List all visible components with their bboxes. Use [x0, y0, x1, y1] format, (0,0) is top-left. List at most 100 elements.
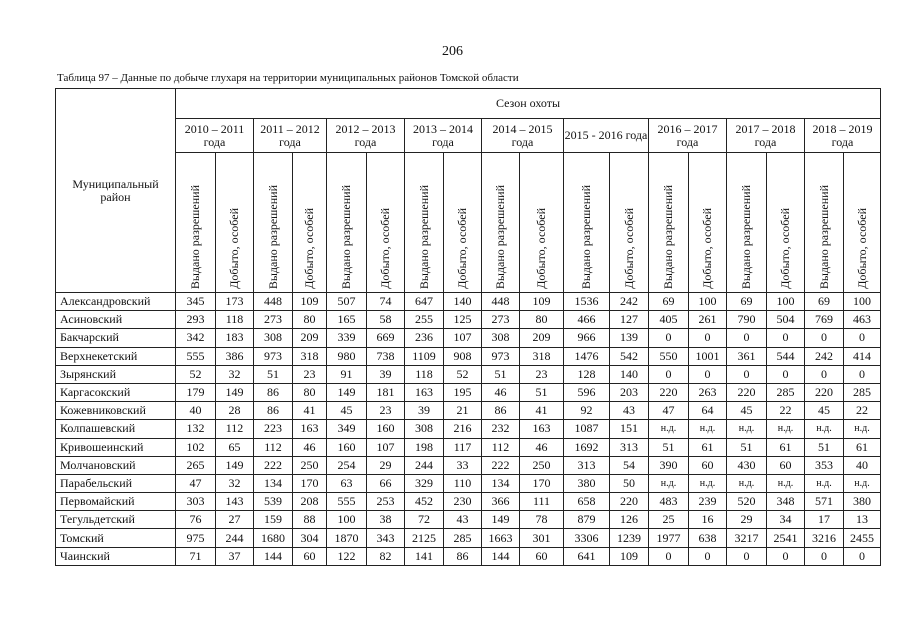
data-cell: 222 [253, 455, 293, 475]
district-name: Бакчарский [55, 328, 176, 348]
data-cell: 2125 [404, 528, 444, 548]
data-cell: 28 [215, 401, 254, 421]
data-cell: н.д. [688, 419, 727, 439]
data-cell: 232 [481, 419, 520, 439]
sub-header: Выдано разрешений [493, 184, 507, 289]
data-cell: 265 [175, 455, 216, 475]
data-cell: 0 [688, 328, 727, 348]
data-cell: 128 [563, 364, 610, 384]
sub-header: Выдано разрешений [339, 184, 353, 289]
data-cell: 1239 [609, 528, 649, 548]
data-row: Кожевниковский 40 28 86 41 45 23 39 21 86 41 92 43 47… [55, 401, 881, 421]
data-cell: 216 [443, 419, 482, 439]
data-cell: 16 [688, 510, 727, 530]
sub-header-cell: Добыто, особей [766, 152, 805, 293]
data-cell: 33 [443, 455, 482, 475]
data-cell: 69 [804, 291, 844, 312]
data-cell: 160 [326, 437, 367, 457]
data-cell: 125 [443, 310, 482, 330]
data-cell: 542 [609, 346, 649, 366]
data-cell: 60 [688, 455, 727, 475]
data-cell: 641 [563, 546, 610, 566]
sub-header-cell: Добыто, особей [215, 152, 254, 293]
data-cell: 463 [843, 310, 881, 330]
data-cell: н.д. [766, 419, 805, 439]
sub-header-cell: Выдано разрешений [804, 152, 844, 293]
data-row: Парабельский 47 32 134 170 63 66 329 110 134 170 38… [55, 473, 881, 494]
data-cell: 738 [366, 346, 405, 366]
data-cell: 313 [609, 437, 649, 457]
page-number: 206 [442, 44, 463, 59]
data-cell: 220 [804, 382, 844, 403]
data-cell: 239 [688, 492, 727, 512]
data-cell: 52 [175, 364, 216, 384]
sub-header: Добыто, особей [302, 208, 316, 289]
data-cell: 879 [563, 510, 610, 530]
sub-header: Добыто, особей [621, 208, 636, 289]
data-cell: 69 [726, 291, 767, 312]
data-cell: 908 [443, 346, 482, 366]
district-name: Кожевниковский [55, 401, 176, 421]
data-cell: 34 [766, 510, 805, 530]
data-cell: 1109 [404, 346, 444, 366]
sub-header: Выдано разрешений [265, 184, 280, 289]
header-row: Муниципальный район Сезон охоты [55, 88, 881, 293]
sub-header-cell: Выдано разрешений [726, 152, 767, 293]
sub-header-cell: Выдано разрешений [404, 152, 444, 293]
data-cell: 86 [443, 546, 482, 566]
sub-header-cell: Выдано разрешений [326, 152, 367, 293]
data-cell: н.д. [726, 473, 767, 494]
data-cell: 179 [175, 382, 216, 403]
data-cell: 66 [366, 473, 405, 494]
data-cell: 254 [326, 455, 367, 475]
data-cell: 0 [804, 328, 844, 348]
data-cell: 230 [443, 492, 482, 512]
data-cell: 69 [648, 291, 689, 312]
sub-header-cell: Выдано разрешений [175, 152, 216, 293]
data-cell: 41 [519, 401, 564, 421]
table-caption: Таблица 97 – Данные по добыче глухаря на… [57, 72, 519, 84]
data-cell: 0 [648, 328, 689, 348]
data-cell: 366 [481, 492, 520, 512]
data-cell: 118 [404, 364, 444, 384]
data-cell: 1977 [648, 528, 689, 548]
data-cell: 220 [609, 492, 649, 512]
data-cell: 100 [688, 291, 727, 312]
data-cell: 160 [366, 419, 405, 439]
sub-header: Добыто, особей [378, 208, 392, 289]
data-cell: 430 [726, 455, 767, 475]
data-cell: 86 [481, 401, 520, 421]
data-cell: 22 [766, 401, 805, 421]
district-name: Асиновский [55, 310, 176, 330]
data-cell: 483 [648, 492, 689, 512]
data-row: Кривошеинский 102 65 112 46 160 107 198 117 112 46… [55, 437, 881, 457]
data-cell: 51 [481, 364, 520, 384]
data-cell: 126 [609, 510, 649, 530]
data-cell: 43 [609, 401, 649, 421]
data-cell: 109 [609, 546, 649, 566]
data-cell: 220 [648, 382, 689, 403]
sub-header: Добыто, особей [778, 208, 792, 289]
data-cell: 353 [804, 455, 844, 475]
data-cell: 110 [443, 473, 482, 494]
data-cell: 170 [292, 473, 327, 494]
data-cell: 3217 [726, 528, 767, 548]
data-cell: 112 [481, 437, 520, 457]
data-cell: 149 [326, 382, 367, 403]
data-cell: 0 [648, 546, 689, 566]
data-cell: 380 [843, 492, 881, 512]
data-cell: 40 [175, 401, 216, 421]
data-row: Молчановский 265 149 222 250 254 29 244 33 222 250… [55, 455, 881, 475]
data-cell: н.д. [648, 419, 689, 439]
data-cell: 86 [253, 382, 293, 403]
sub-header: Выдано разрешений [188, 184, 202, 289]
data-cell: 349 [326, 419, 367, 439]
data-cell: 183 [215, 328, 254, 348]
data-cell: 100 [326, 510, 367, 530]
data-cell: 80 [519, 310, 564, 330]
data-cell: 658 [563, 492, 610, 512]
data-cell: 64 [688, 401, 727, 421]
data-row: Верхнекетский 555 386 973 318 980 738 1109 908 97… [55, 346, 881, 366]
data-cell: 143 [215, 492, 254, 512]
data-cell: 669 [366, 328, 405, 348]
